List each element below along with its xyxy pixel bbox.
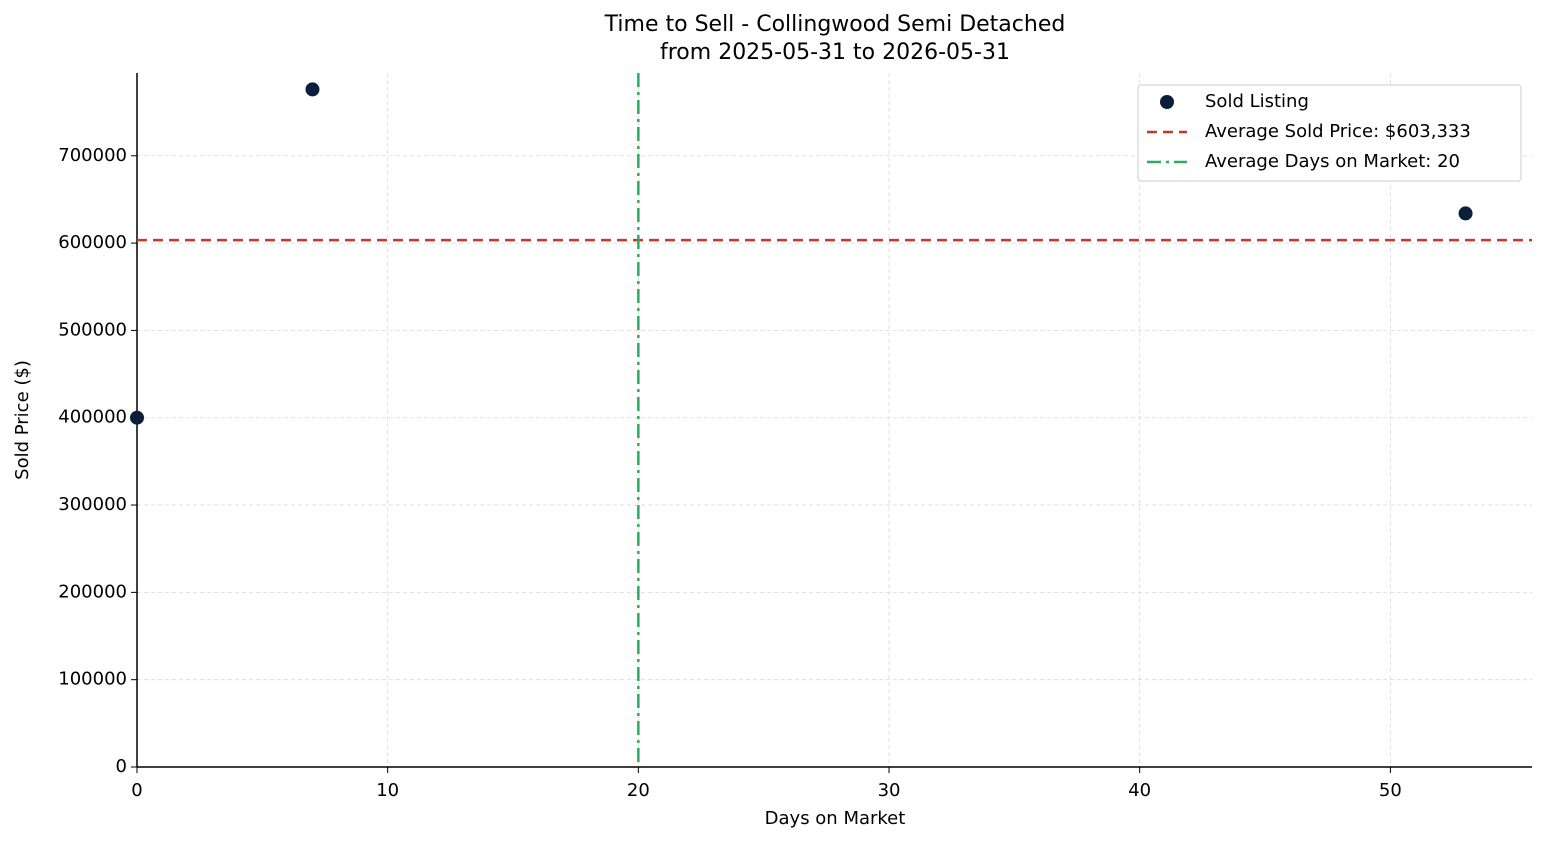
x-tick-label: 50 [1379, 780, 1402, 801]
y-tick-label: 100000 [58, 669, 127, 690]
chart-title: Time to Sell - Collingwood Semi Detached [604, 12, 1066, 37]
legend-label: Average Sold Price: $603,333 [1205, 121, 1471, 142]
y-tick-label: 0 [116, 756, 127, 777]
y-tick-label: 500000 [58, 319, 127, 340]
chart-subtitle: from 2025-05-31 to 2026-05-31 [660, 40, 1010, 65]
x-axis-label: Days on Market [765, 808, 906, 829]
y-tick-label: 700000 [58, 145, 127, 166]
point [1458, 206, 1473, 221]
y-tick-label: 600000 [58, 232, 127, 253]
y-tick-label: 200000 [58, 581, 127, 602]
x-tick-label: 40 [1128, 780, 1151, 801]
point [305, 82, 320, 97]
legend-label: Average Days on Market: 20 [1205, 151, 1460, 172]
x-tick-label: 10 [376, 780, 399, 801]
x-tick-label: 30 [878, 780, 901, 801]
x-tick-label: 0 [131, 780, 142, 801]
y-tick-label: 400000 [58, 407, 127, 428]
legend-box [1137, 84, 1522, 182]
point [130, 410, 144, 425]
y-tick-label: 300000 [58, 494, 127, 515]
legend-label: Sold Listing [1205, 91, 1309, 112]
legend-marker [1160, 95, 1174, 109]
x-tick-label: 20 [627, 780, 650, 801]
y-axis-label: Sold Price ($) [12, 360, 33, 480]
